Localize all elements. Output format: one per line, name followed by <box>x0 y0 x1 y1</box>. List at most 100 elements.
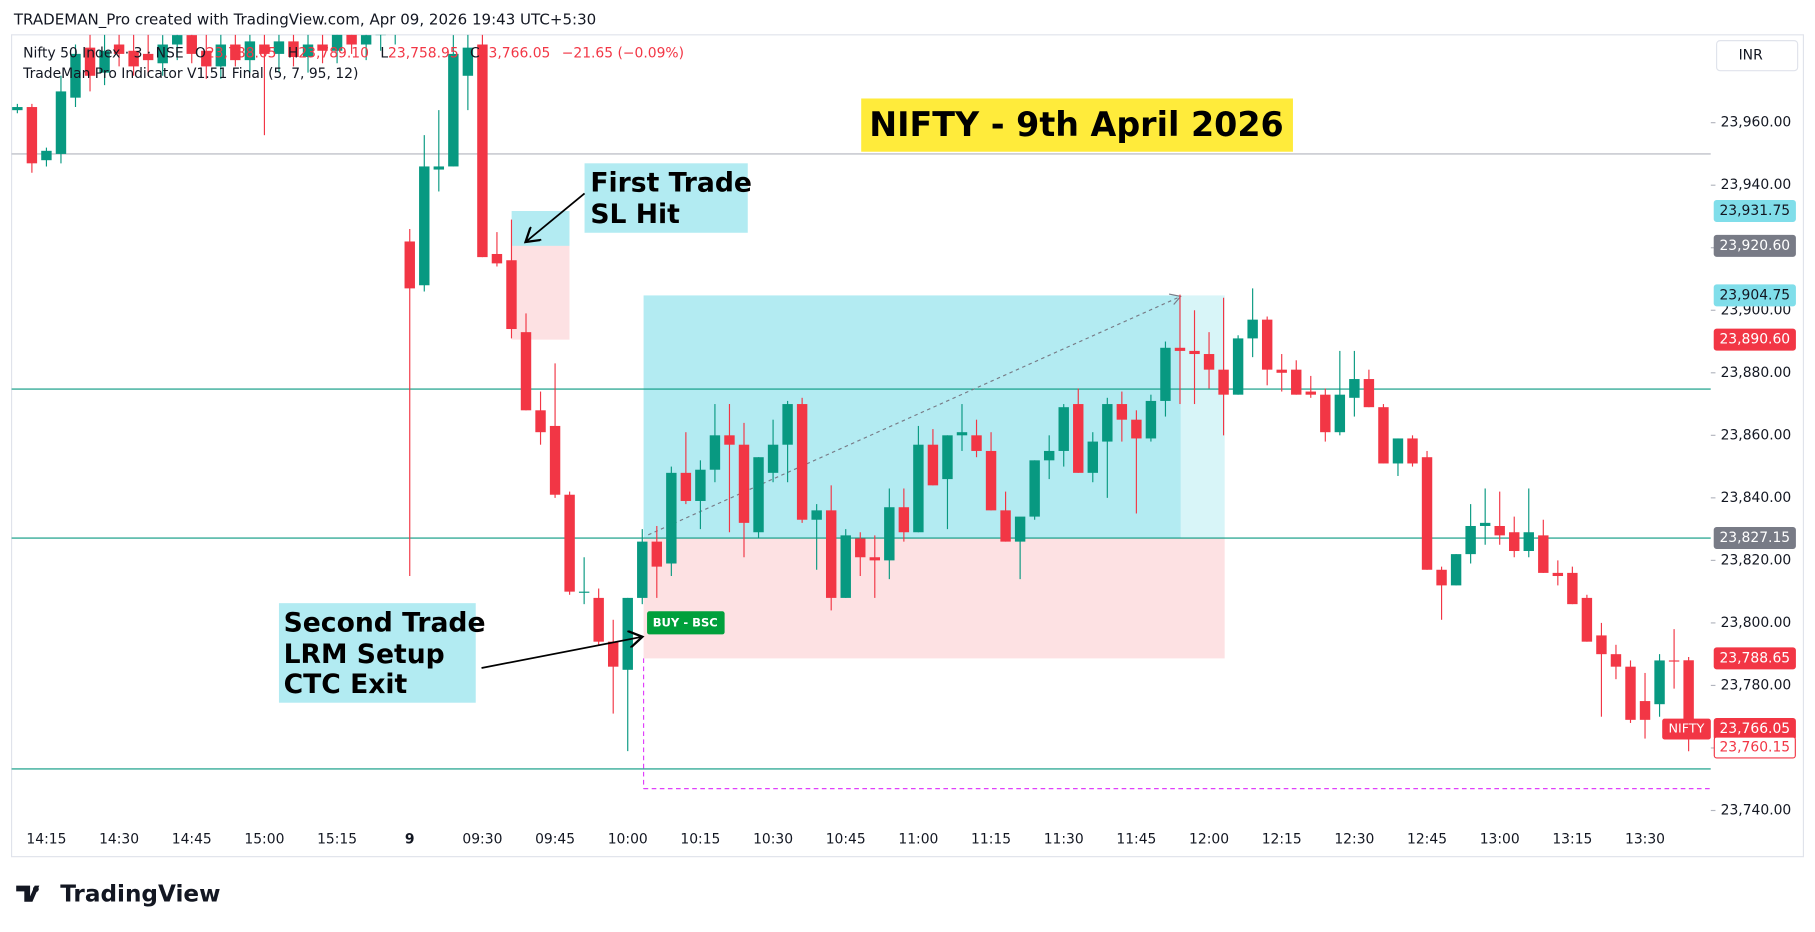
candle-body <box>346 34 357 45</box>
candle-body <box>172 35 183 45</box>
candle-body <box>942 435 953 480</box>
legend-key: C <box>470 45 480 61</box>
legend-value: 23,766.05 <box>480 45 551 61</box>
candle-body <box>622 597 633 670</box>
candle-body <box>1029 460 1040 517</box>
candle-body <box>331 34 343 51</box>
candle-body <box>811 510 822 520</box>
candle-body <box>680 472 692 501</box>
target-zone <box>643 295 1181 539</box>
price-label: 23,766.05 <box>1719 721 1790 737</box>
annotation-box <box>278 603 476 703</box>
candle-body <box>404 241 415 289</box>
x-tick-label: 13:00 <box>1480 831 1520 847</box>
price-label: 23,788.65 <box>1719 650 1790 666</box>
candle-body <box>767 444 779 473</box>
annotation-arrow <box>481 637 643 669</box>
candle-body <box>666 472 677 564</box>
y-tick-label: 23,820.00 <box>1721 552 1792 568</box>
price-label-box <box>1713 647 1796 670</box>
candle-body <box>1683 660 1694 730</box>
candle-body <box>433 166 445 170</box>
currency-button[interactable] <box>1716 40 1799 72</box>
candle-body <box>825 510 837 598</box>
candle-body <box>1552 572 1564 577</box>
candle-body <box>273 41 285 54</box>
candle-body <box>1131 419 1142 439</box>
positions <box>511 210 1225 659</box>
annotation-arrow <box>526 192 586 242</box>
candle-body <box>1218 369 1229 395</box>
price-label: 23,931.75 <box>1719 203 1790 219</box>
candle-body <box>782 404 793 445</box>
candle-body <box>186 35 197 54</box>
candle-body <box>201 50 212 67</box>
legend-key: L <box>380 45 388 61</box>
candle-body <box>1160 347 1171 401</box>
y-tick-label: 23,880.00 <box>1721 365 1792 381</box>
x-tick-label: 14:30 <box>99 831 139 847</box>
price-label-box <box>1713 200 1796 222</box>
x-tick-label: 15:00 <box>244 831 284 847</box>
y-tick-label: 23,800.00 <box>1721 615 1792 631</box>
candle-body <box>1334 394 1346 433</box>
candle-body <box>1421 457 1433 570</box>
candle-body <box>1363 379 1375 408</box>
x-tick-label: 10:00 <box>608 831 648 847</box>
y-tick-label: 23,940.00 <box>1721 177 1792 193</box>
y-tick-label: 23,840.00 <box>1721 490 1792 506</box>
candle-body <box>12 107 23 111</box>
x-tick-label: 09:30 <box>462 831 502 847</box>
candle-body <box>1000 510 1011 542</box>
candle-body <box>1392 438 1404 464</box>
target-zone-rest <box>1180 295 1225 539</box>
candle-body <box>128 50 139 67</box>
candle-body <box>796 404 808 520</box>
candle-body <box>157 44 168 64</box>
y-tick-label: 23,960.00 <box>1721 115 1792 131</box>
candle-body <box>1378 407 1389 464</box>
candle-body <box>1523 532 1534 552</box>
candle-body <box>419 166 430 286</box>
candles <box>12 34 1694 752</box>
price-label: 23,920.60 <box>1719 238 1790 254</box>
candle-body <box>898 507 910 533</box>
candle-body <box>1567 572 1578 605</box>
candle-body <box>1291 369 1302 395</box>
candle-body <box>1116 404 1128 420</box>
candle-body <box>1189 350 1200 355</box>
x-tick-label: 13:15 <box>1552 831 1592 847</box>
candle-body <box>1276 369 1287 373</box>
price-label-box <box>1713 736 1796 759</box>
candle-body <box>1261 319 1273 370</box>
candle-body <box>637 541 648 598</box>
symbol-tag: NIFTY <box>1669 722 1705 737</box>
target-zone <box>511 210 570 246</box>
change: −21.65 (−0.09%) <box>562 45 684 61</box>
price-label: 23,904.75 <box>1719 287 1790 303</box>
candle-body <box>506 260 517 330</box>
x-tick-label: 11:45 <box>1116 831 1156 847</box>
x-tick-label: 09:45 <box>535 831 575 847</box>
candle-body <box>1073 404 1084 473</box>
symbol: Nifty 50 Index · 3 · NSE <box>23 45 183 61</box>
candle-body <box>1479 522 1491 526</box>
annotation: CTC Exit <box>284 669 408 700</box>
price-label: 23,827.15 <box>1719 530 1790 546</box>
legend: Nifty 50 Index · 3 · NSE O23,788.05 H23,… <box>23 45 684 61</box>
candle-body <box>607 641 619 667</box>
x-tick-label: 12:00 <box>1189 831 1229 847</box>
candle-body <box>956 432 968 436</box>
currency[interactable]: INR <box>1739 48 1763 64</box>
brand: TradingView <box>60 881 220 907</box>
x-tick-label: 12:15 <box>1262 831 1302 847</box>
candle-body <box>709 435 721 470</box>
symbol-tag-box <box>1662 718 1711 740</box>
brand-logo-dot <box>32 886 39 892</box>
candle-body <box>1203 354 1215 370</box>
candle-body <box>1436 569 1447 586</box>
candle-body <box>70 53 81 98</box>
candle-body <box>360 35 372 45</box>
candle-body <box>1058 407 1069 451</box>
candle-body <box>1610 654 1622 667</box>
